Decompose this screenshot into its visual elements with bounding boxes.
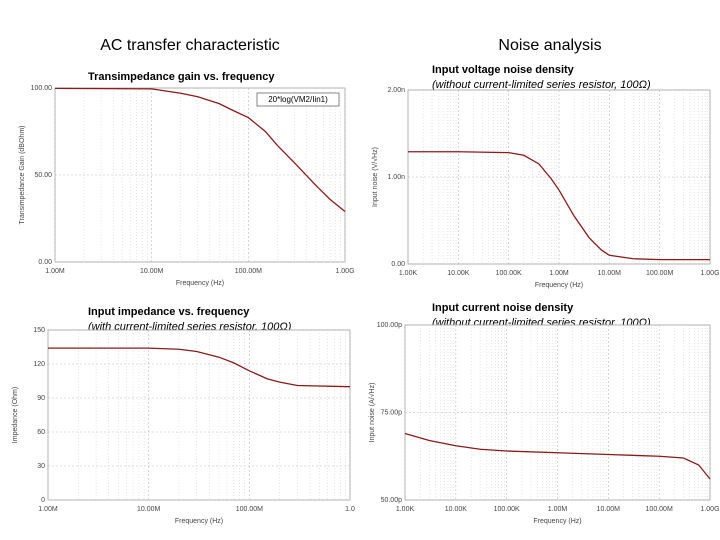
y-axis-label: Input noise (V/√Hz)	[371, 147, 379, 207]
chart-title: Transimpedance gain vs. frequency	[88, 71, 275, 83]
y-tick-label: 90	[37, 395, 45, 402]
plot-area	[47, 329, 351, 501]
y-tick-label: 30	[37, 463, 45, 470]
x-tick-label: 10.00K	[447, 270, 470, 277]
x-tick-label: 1.00K	[399, 270, 418, 277]
chart-title: Input current noise density	[432, 302, 574, 314]
x-tick-label: 1.00G	[700, 506, 719, 513]
x-tick-label: 1.00G	[700, 270, 719, 277]
x-tick-label: 10.00K	[445, 506, 468, 513]
x-axis-label: Frequency (Hz)	[533, 518, 581, 525]
x-tick-label: 1.00K	[396, 506, 415, 513]
x-tick-label: 1.00M	[45, 268, 65, 275]
y-axis-label: Impedance (Ohm)	[12, 387, 19, 443]
y-tick-label: 50.00	[34, 172, 52, 179]
y-tick-label: 120	[33, 361, 45, 368]
y-tick-label: 100.00	[31, 85, 53, 92]
y-tick-label: 50.00p	[381, 497, 403, 504]
x-axis-label: Frequency (Hz)	[175, 518, 223, 525]
x-tick-label: 1.00M	[548, 506, 568, 513]
x-tick-label: 100.00M	[236, 506, 263, 513]
series-line	[54, 87, 346, 213]
x-axis-label: Frequency (Hz)	[535, 282, 583, 289]
y-axis-label: Input noise (A/√Hz)	[368, 383, 376, 443]
heading: AC transfer characteristic	[100, 37, 280, 54]
x-tick-label: 100.00M	[235, 268, 262, 275]
y-tick-label: 2.00n	[387, 87, 405, 94]
x-axis-label: Frequency (Hz)	[176, 280, 224, 287]
series-line	[404, 432, 711, 480]
y-tick-label: 0.00	[391, 261, 405, 268]
legend-entry: 20*log(VM2/Iin1)	[268, 95, 328, 104]
y-tick-label: 0.00	[38, 259, 52, 266]
y-tick-label: 150	[33, 327, 45, 334]
x-tick-label: 100.00K	[496, 270, 522, 277]
x-tick-label: 10.00M	[597, 506, 621, 513]
x-tick-label: 1.00G	[335, 268, 354, 275]
y-tick-label: 60	[37, 429, 45, 436]
chart-subtitle: (without current-limited series resistor…	[432, 79, 651, 91]
x-tick-label: 100.00K	[494, 506, 520, 513]
x-tick-label: 100.00M	[646, 270, 673, 277]
y-tick-label: 0	[41, 497, 45, 504]
x-tick-label: 1.0	[345, 506, 355, 513]
x-tick-label: 10.00M	[598, 270, 622, 277]
series-line	[48, 347, 351, 388]
heading: Noise analysis	[498, 37, 601, 54]
y-axis-label: Transimpedance Gain (dBOhm)	[19, 126, 26, 225]
y-tick-label: 1.00n	[387, 174, 405, 181]
x-tick-label: 1.00M	[38, 506, 58, 513]
y-tick-label: 75.00p	[381, 409, 403, 416]
legend-box	[256, 92, 340, 107]
chart-title: Input voltage noise density	[432, 64, 575, 76]
x-tick-label: 10.00M	[137, 506, 161, 513]
y-tick-label: 100.00p	[377, 322, 402, 329]
x-tick-label: 10.00M	[140, 268, 164, 275]
x-tick-label: 1.00M	[549, 270, 569, 277]
chart-title: Input impedance vs. frequency	[88, 306, 250, 318]
series-line	[408, 151, 710, 261]
x-tick-label: 100.00M	[646, 506, 673, 513]
